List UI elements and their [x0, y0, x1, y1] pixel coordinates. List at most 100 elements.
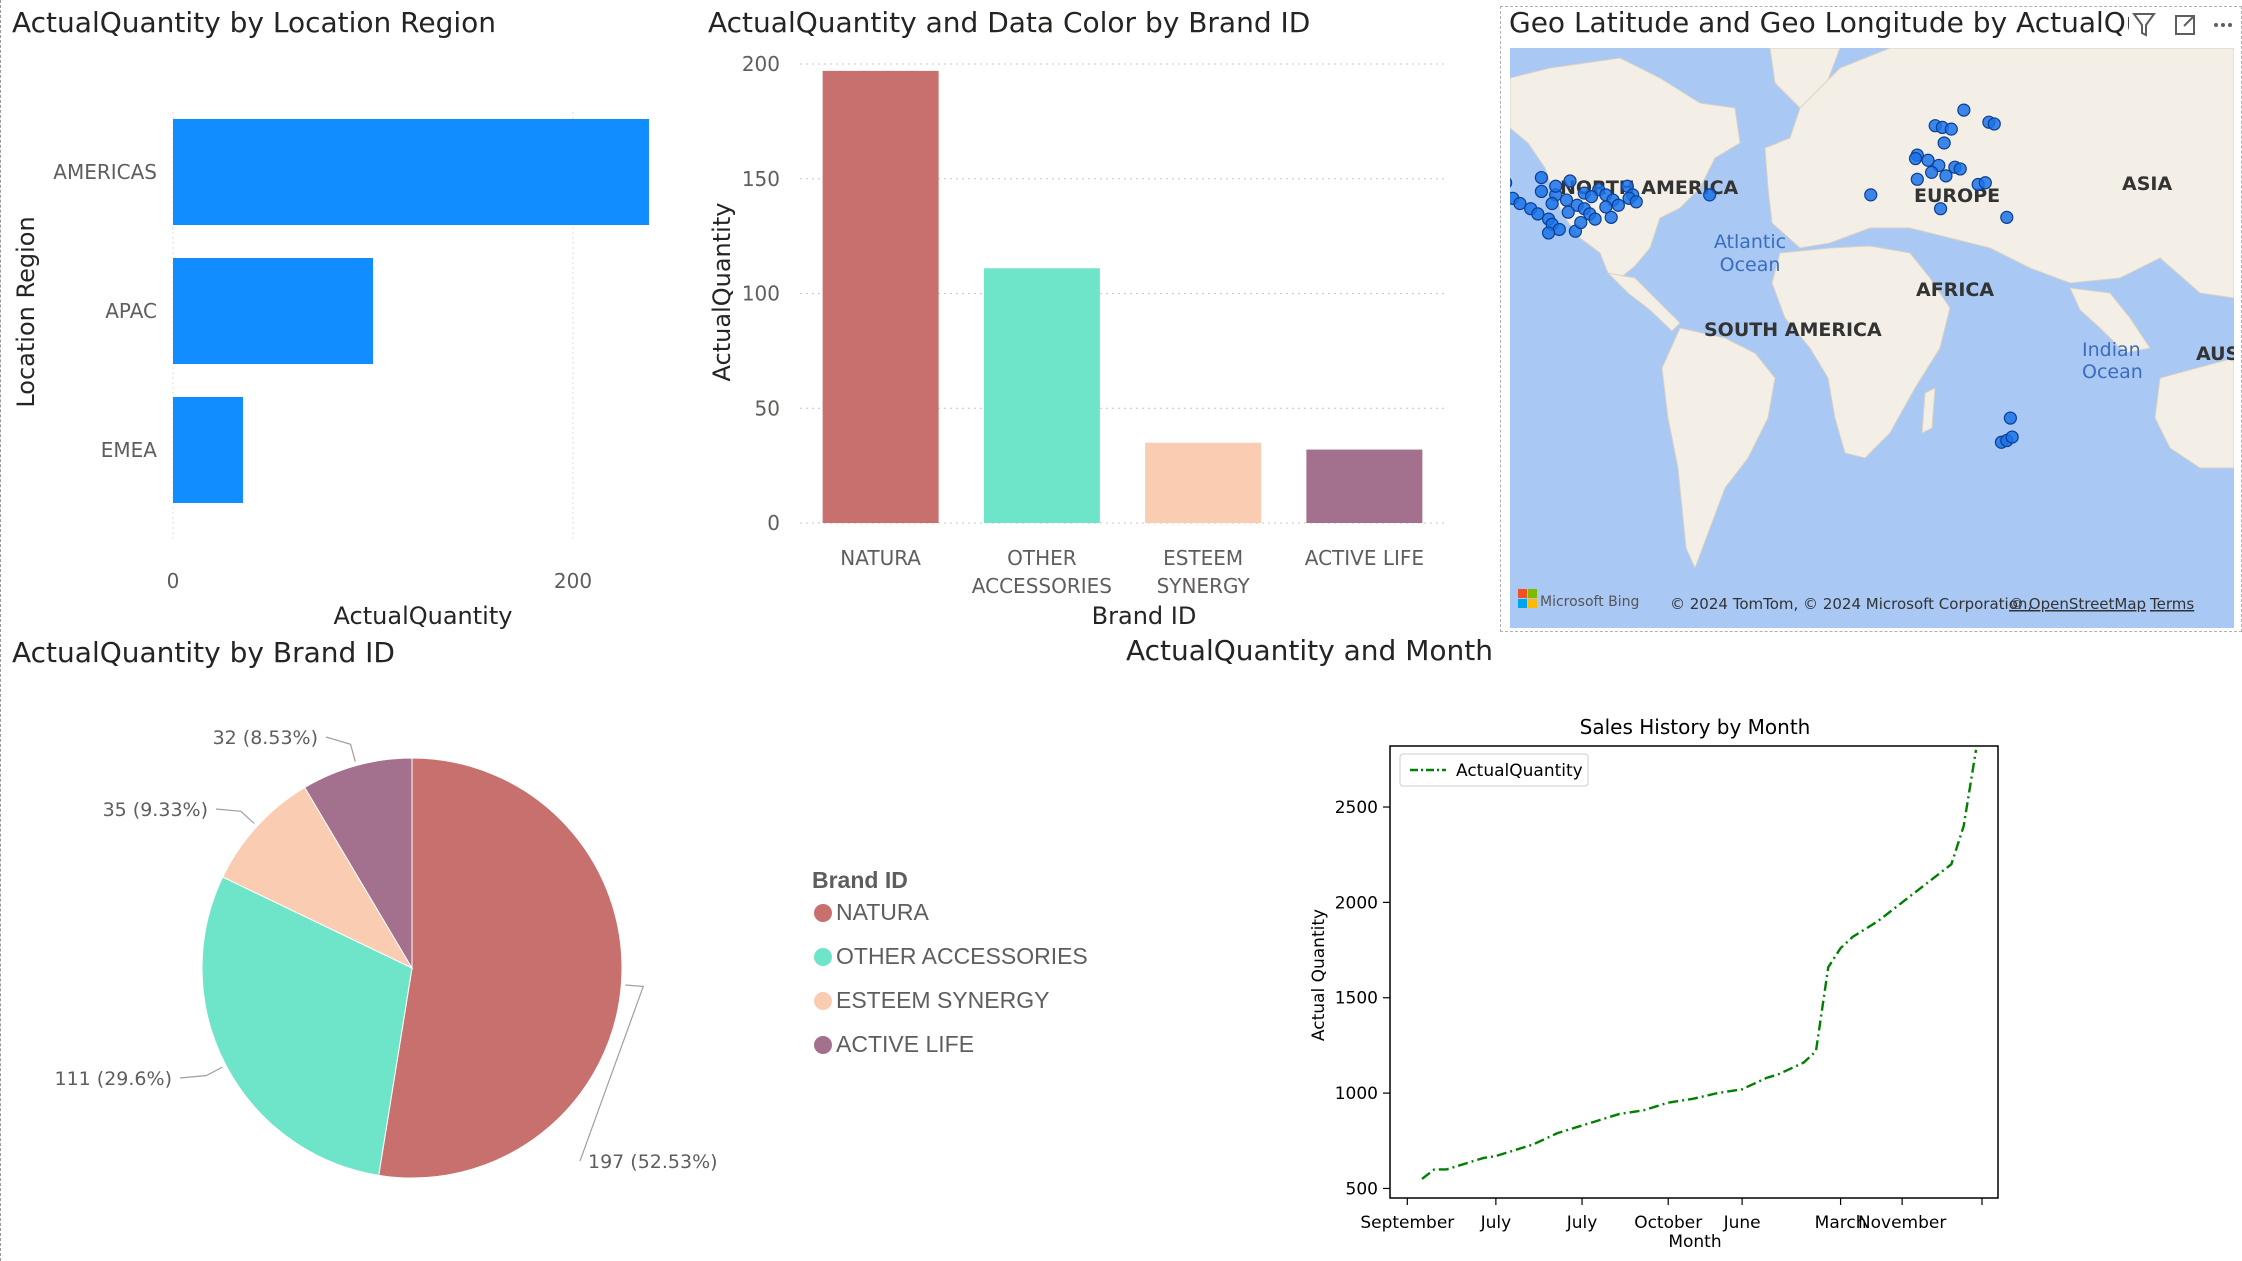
map-point	[1933, 202, 1948, 216]
map-point	[1864, 188, 1878, 202]
brand-y-tick: 200	[742, 52, 780, 76]
line-legend-box	[1399, 753, 1589, 787]
map-point	[1611, 198, 1625, 212]
land-south-america	[1661, 327, 1776, 570]
pie-legend-title: Brand ID	[812, 867, 908, 893]
map-points	[1510, 103, 2019, 449]
line-y-tick: 2500	[1335, 798, 1378, 818]
line-y-tick: 1000	[1335, 1084, 1378, 1104]
land-se-asia	[2069, 287, 2151, 354]
map-title: Geo Latitude and Geo Longitude by Actual…	[1509, 6, 2129, 39]
map-point	[1908, 151, 1923, 166]
map-point	[1944, 122, 1958, 136]
pie-legend-item: ESTEEM SYNERGY	[836, 987, 1049, 1013]
map-point	[1584, 190, 1599, 204]
map-point	[1978, 176, 1992, 190]
pie-slice	[304, 757, 413, 970]
line-series-actualquantity	[1421, 749, 1978, 1180]
pie-slice	[222, 786, 414, 970]
map-point	[1957, 103, 1971, 117]
land-central-america	[1606, 272, 1681, 332]
month-line-chart: Sales History by Month Month Actual Quan…	[1309, 715, 1999, 1252]
pie-slice	[201, 876, 413, 1176]
map-point	[1563, 174, 1577, 188]
pie-legend-marker	[814, 948, 832, 966]
label-indian-1: Indian	[2082, 339, 2141, 361]
line-x-tick: July	[1480, 1213, 1512, 1233]
label-atlantic-2: Ocean	[1720, 254, 1781, 276]
pie-data-label: 32 (8.53%)	[213, 727, 318, 749]
brand-y-tick: 0	[767, 511, 780, 535]
pie-data-label: 197 (52.53%)	[588, 1151, 718, 1173]
brand-y-tick: 100	[742, 282, 780, 306]
month-line-visual[interactable]: ActualQuantity and Month Sales History b…	[1120, 630, 2242, 1261]
brand-bar-visual[interactable]: ActualQuantity and Data Color by Brand I…	[700, 0, 1495, 640]
brand-pie-visual[interactable]: ActualQuantity by Brand ID Brand ID 197 …	[0, 630, 1120, 1260]
map-point	[1937, 136, 1951, 150]
pie-leader-line	[325, 736, 356, 762]
map-point	[1531, 207, 1545, 221]
pie-legend-item: NATURA	[836, 899, 930, 925]
region-y-axis-title: Location Region	[12, 216, 40, 407]
map-point	[1921, 153, 1935, 167]
pie-data-label: 35 (9.33%)	[103, 799, 208, 821]
line-y-tick: 500	[1346, 1179, 1378, 1199]
region-x-tick: 0	[167, 569, 180, 593]
map-point	[1574, 215, 1588, 230]
pie-legend-item: ACTIVE LIFE	[836, 1031, 974, 1057]
map-terms-link[interactable]: Terms	[2149, 595, 2194, 613]
brand-bar-chart: ActualQuantity Brand ID 0 50 100 150 200 NATU…	[708, 52, 1445, 630]
label-south-america: SOUTH AMERICA	[1704, 319, 1882, 341]
brand-category-label: OTHER	[1007, 546, 1077, 570]
line-y-tick: 1500	[1335, 989, 1378, 1009]
brand-category-label: ACCESSORIES	[972, 574, 1112, 598]
label-atlantic-1: Atlantic	[1714, 231, 1786, 253]
pie-data-label: 111 (29.6%)	[55, 1068, 173, 1090]
line-plot-title: Sales History by Month	[1580, 715, 1811, 739]
map-point	[1987, 117, 2001, 131]
map-point	[1953, 162, 1967, 176]
map-visual[interactable]: NORTH AMERICA EUROPE ASIA AFRICA SOUTH A…	[1510, 48, 2234, 628]
map-point	[1541, 226, 1556, 240]
map-point	[1510, 177, 1513, 188]
map-point	[2003, 411, 2017, 425]
map-point	[1534, 170, 1548, 185]
brand-bar	[1145, 442, 1262, 523]
brand-bar	[1306, 449, 1423, 523]
map-point	[1629, 195, 1643, 209]
region-bar	[173, 397, 243, 503]
map-point	[1604, 210, 1618, 224]
map-attribution: Microsoft Bing © 2024 TomTom, © 2024 Mic…	[1518, 589, 2194, 613]
line-x-tick: July	[1566, 1213, 1598, 1233]
region-bar	[173, 119, 649, 225]
map-header-icons	[2128, 8, 2238, 42]
line-x-tick: September	[1360, 1213, 1454, 1233]
pie-leader-line	[179, 1066, 223, 1079]
label-indian-2: Ocean	[2082, 361, 2143, 383]
map-osm-link[interactable]: © OpenStreetMap	[2009, 595, 2146, 613]
map-copyright: © 2024 TomTom, © 2024 Microsoft Corporat…	[1670, 595, 2032, 613]
focus-mode-icon[interactable]	[2175, 15, 2195, 35]
more-options-icon[interactable]	[2214, 23, 2232, 27]
brand-category-label: NATURA	[840, 546, 921, 570]
world-map[interactable]: NORTH AMERICA EUROPE ASIA AFRICA SOUTH A…	[1510, 48, 2234, 628]
map-point	[1703, 188, 1717, 202]
line-x-tick: June	[1723, 1213, 1761, 1233]
brand-x-axis-title: Brand ID	[1092, 602, 1197, 630]
region-bar	[173, 258, 373, 364]
brand-category-label: SYNERGY	[1157, 574, 1251, 598]
pie-leader-line	[579, 984, 645, 1162]
map-point	[1559, 193, 1574, 207]
label-asia: ASIA	[2122, 173, 2172, 195]
filter-icon[interactable]	[2132, 13, 2156, 37]
land-africa	[1771, 245, 1951, 459]
brand-bar	[983, 268, 1100, 523]
region-bar-visual[interactable]: ActualQuantity by Location Region Locati…	[0, 0, 690, 640]
region-category-label: AMERICAS	[53, 160, 157, 184]
map-point	[2000, 210, 2014, 224]
brand-pie-title: ActualQuantity by Brand ID	[12, 636, 395, 669]
line-plot-frame	[1389, 745, 1999, 1199]
brand-pie-chart: Brand ID 197 (52.53%) 111 (29.6%) 35 (9.33…	[55, 727, 1088, 1179]
map-point	[1513, 196, 1527, 211]
map-point	[1549, 179, 1563, 193]
